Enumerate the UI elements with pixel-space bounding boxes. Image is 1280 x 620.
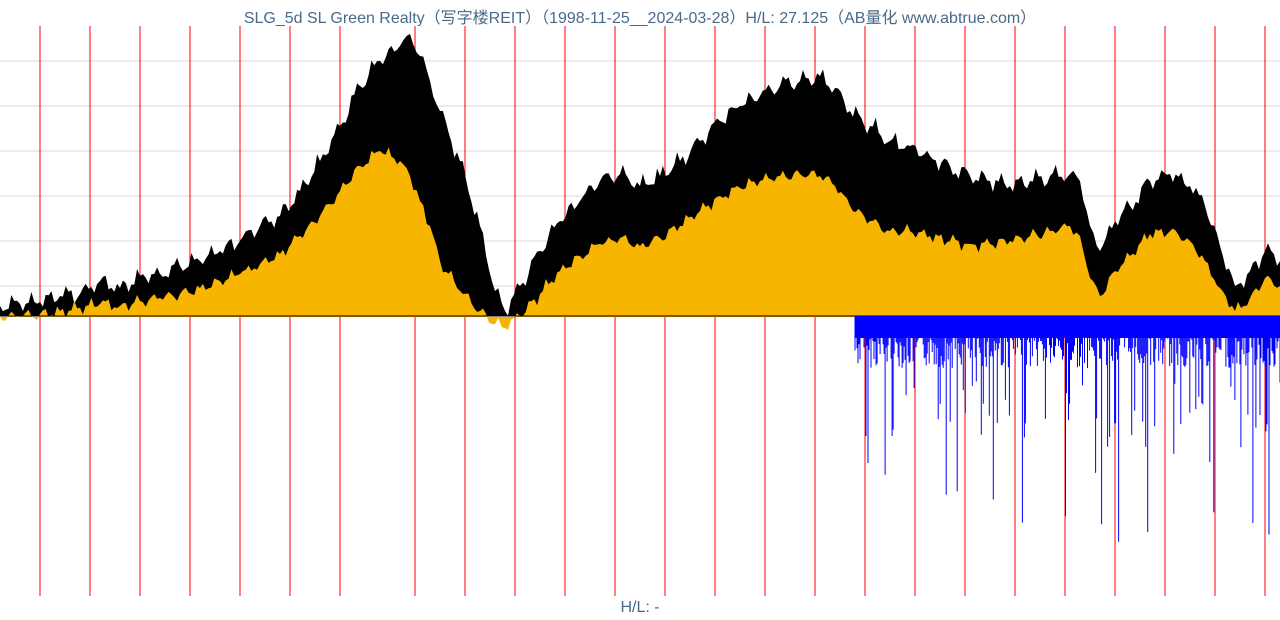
chart-title: SLG_5d SL Green Realty（写字楼REIT）（1998-11-… <box>0 0 1280 26</box>
chart-area <box>0 26 1280 596</box>
chart-svg <box>0 26 1280 596</box>
chart-footer: H/L: - <box>0 596 1280 620</box>
